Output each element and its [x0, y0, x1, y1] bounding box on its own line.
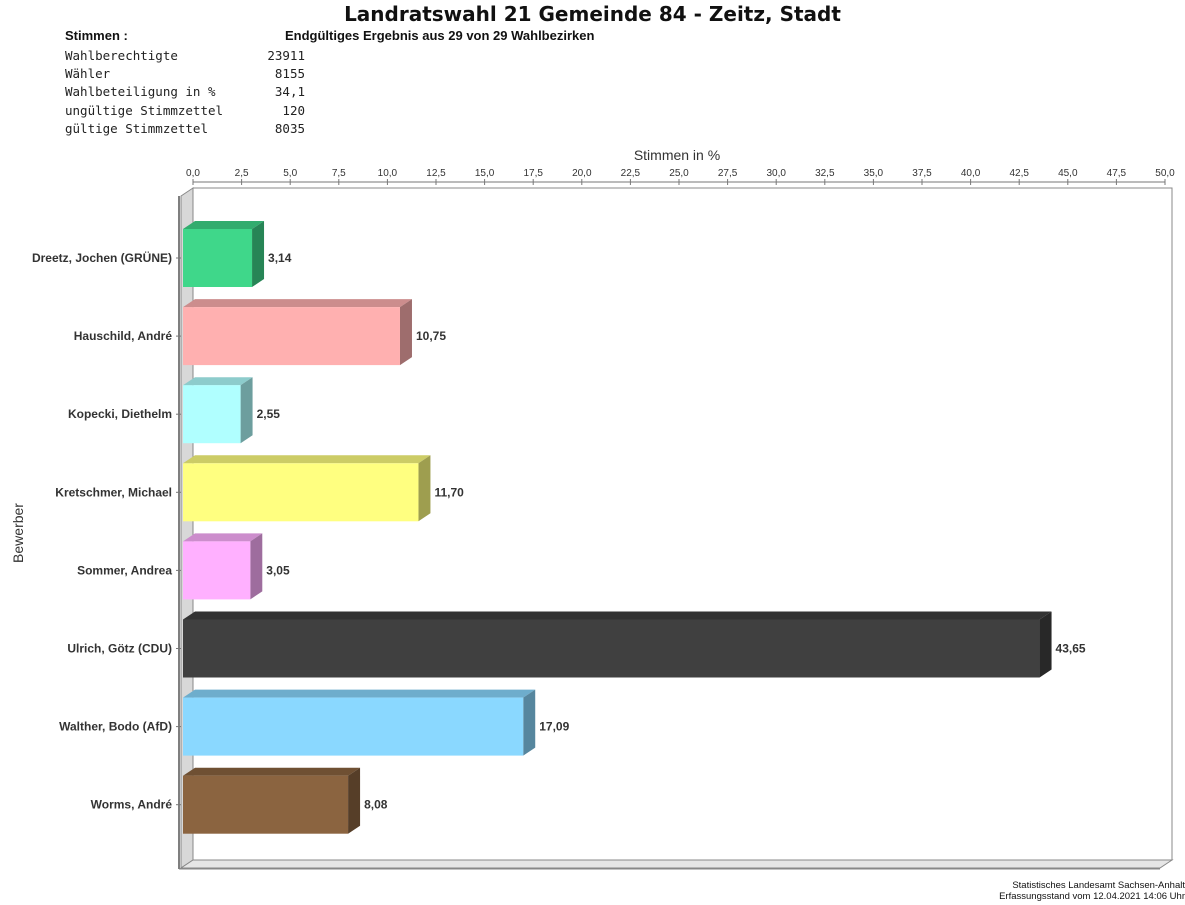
x-tick-label: 45,0 — [1058, 168, 1078, 179]
stats-value: 34,1 — [274, 84, 305, 100]
bar — [183, 619, 1040, 678]
stats-value: 120 — [282, 102, 305, 118]
bar-side-face — [250, 533, 263, 600]
plot-left-wall — [180, 187, 194, 869]
bar-value-label: 2,55 — [257, 407, 281, 421]
bar-side-face — [399, 299, 412, 366]
x-tick-label: 2,5 — [235, 168, 249, 179]
bar-value-label: 8,08 — [364, 798, 388, 812]
bar-value-label: 17,09 — [539, 720, 569, 734]
x-tick-label: 15,0 — [475, 168, 495, 179]
category-label: Hauschild, André — [74, 329, 173, 343]
x-tick-label: 7,5 — [332, 168, 346, 179]
x-tick-label: 47,5 — [1107, 168, 1127, 179]
bar-top-face — [183, 767, 361, 776]
bar — [183, 697, 524, 756]
stats-label: Wähler — [65, 66, 111, 82]
bar-top-face — [183, 611, 1052, 620]
x-tick-label: 30,0 — [766, 168, 786, 179]
footer-timestamp: Erfassungsstand vom 12.04.2021 14:06 Uhr — [999, 891, 1185, 902]
bar-value-label: 3,05 — [266, 563, 290, 577]
category-label: Sommer, Andrea — [77, 563, 172, 577]
bar-value-label: 10,75 — [416, 329, 446, 343]
bar-value-label: 43,65 — [1056, 642, 1086, 656]
stats-value: 23911 — [267, 48, 305, 63]
bar-value-label: 3,14 — [268, 251, 292, 265]
x-tick-label: 42,5 — [1009, 168, 1029, 179]
bar-top-face — [183, 455, 431, 464]
x-tick-label: 27,5 — [718, 168, 738, 179]
bar-side-face — [523, 689, 536, 756]
bar-side-face — [252, 221, 265, 287]
category-label: Worms, André — [91, 798, 173, 812]
result-status: Endgültiges Ergebnis aus 29 von 29 Wahlb… — [285, 28, 595, 43]
x-tick-label: 50,0 — [1155, 168, 1175, 179]
stats-label: Wahlbeteiligung in % — [65, 84, 216, 100]
x-tick-label: 12,5 — [426, 168, 446, 179]
bar — [183, 775, 349, 834]
x-tick-label: 25,0 — [669, 168, 689, 179]
x-tick-label: 5,0 — [283, 168, 297, 179]
stats-label: Wahlberechtigte — [65, 48, 178, 63]
footer: Statistisches Landesamt Sachsen-Anhalt E… — [999, 880, 1185, 902]
stats-label: gültige Stimmzettel — [65, 120, 208, 136]
x-tick-label: 17,5 — [523, 168, 543, 179]
x-axis-title: Stimmen in % — [634, 147, 720, 163]
x-tick-label: 10,0 — [378, 168, 398, 179]
x-tick-label: 40,0 — [961, 168, 981, 179]
plot-area — [192, 187, 1173, 861]
stats-value: 8155 — [274, 66, 305, 82]
x-tick-label: 22,5 — [621, 168, 641, 179]
x-tick-label: 37,5 — [912, 168, 932, 179]
plot-floor — [179, 859, 1174, 869]
x-tick-label: 35,0 — [864, 168, 884, 179]
stats-value: 8035 — [274, 120, 305, 136]
bar-top-face — [183, 533, 263, 542]
category-label: Ulrich, Götz (CDU) — [67, 642, 172, 656]
y-axis-title: Bewerber — [10, 503, 26, 563]
bar-side-face — [348, 767, 361, 834]
bar — [183, 385, 241, 444]
x-tick-label: 0,0 — [186, 168, 200, 179]
category-label: Kretschmer, Michael — [55, 485, 172, 499]
bar-side-face — [1039, 611, 1052, 678]
footer-source: Statistisches Landesamt Sachsen-Anhalt — [1012, 880, 1185, 891]
x-tick-label: 32,5 — [815, 168, 835, 179]
bar-top-face — [183, 299, 412, 308]
category-label: Dreetz, Jochen (GRÜNE) — [32, 250, 172, 265]
bar-top-face — [183, 377, 253, 386]
category-label: Kopecki, Diethelm — [68, 407, 172, 421]
bar — [183, 229, 253, 287]
bar — [183, 463, 419, 522]
category-label: Walther, Bodo (AfD) — [59, 720, 172, 734]
bar-side-face — [418, 455, 431, 522]
chart-title: Landratswahl 21 Gemeinde 84 - Zeitz, Sta… — [344, 2, 841, 26]
bar-side-face — [240, 377, 253, 444]
bar-top-face — [183, 689, 536, 698]
bar-value-label: 11,70 — [434, 485, 464, 499]
stimmen-label: Stimmen : — [65, 28, 128, 43]
x-tick-label: 20,0 — [572, 168, 592, 179]
stats-label: ungültige Stimmzettel — [65, 102, 224, 118]
bar — [183, 541, 251, 600]
bar-top-face — [183, 221, 265, 229]
bar — [183, 307, 400, 366]
